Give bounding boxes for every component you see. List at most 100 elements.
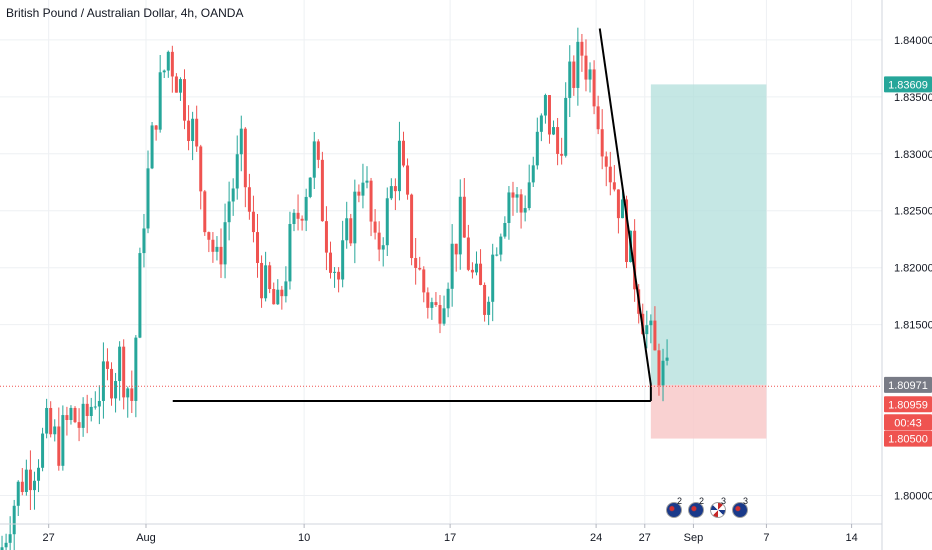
candle-body — [65, 415, 69, 420]
candle-body — [588, 69, 592, 80]
candle-body — [474, 263, 478, 273]
event-badge-uk[interactable]: 3 — [710, 496, 730, 518]
candle-body — [657, 350, 661, 386]
event-badge-au[interactable]: 2 — [688, 496, 708, 518]
entry-price-label — [884, 376, 932, 393]
candle-body — [276, 289, 280, 305]
candle-body — [170, 51, 174, 77]
candle-body — [138, 253, 142, 338]
candle-body — [235, 154, 239, 189]
candle-body — [564, 97, 568, 156]
candle-body — [134, 337, 138, 401]
event-badge-au[interactable]: 3 — [732, 496, 752, 518]
candle-body — [625, 199, 629, 263]
candle-body — [256, 232, 260, 263]
candle-body — [527, 182, 531, 209]
candle-body — [531, 165, 535, 183]
candle-body — [454, 243, 458, 255]
candle-body — [312, 141, 316, 178]
candle-body — [576, 41, 580, 88]
candle-body — [466, 237, 470, 270]
candle-body — [280, 289, 284, 297]
target-zone — [650, 84, 767, 385]
candle-body — [12, 505, 16, 535]
candle-body — [101, 361, 105, 401]
candle-body — [219, 246, 223, 265]
candle-body — [341, 240, 345, 280]
target-price-text: 1.83609 — [888, 79, 928, 91]
candle-body — [353, 191, 357, 244]
candle-body — [414, 258, 418, 268]
y-tick-label: 1.84000 — [894, 35, 932, 47]
candle-body — [446, 288, 450, 309]
candle-body — [385, 198, 389, 246]
candle-body — [199, 146, 203, 192]
x-tick-label: 17 — [444, 532, 456, 544]
candle-body — [300, 218, 304, 221]
candle-body — [616, 189, 620, 219]
candle-body — [130, 388, 134, 401]
candle-body — [324, 221, 328, 253]
candle-body — [365, 180, 369, 183]
candle-body — [77, 422, 81, 428]
y-tick-label: 1.83500 — [894, 92, 932, 104]
candle-body — [608, 166, 612, 183]
candle-body — [389, 186, 393, 199]
candle-body — [600, 129, 604, 157]
candle-body — [503, 222, 507, 237]
candle-body — [8, 534, 12, 543]
candle-body — [122, 346, 126, 398]
candle-body — [69, 407, 73, 420]
candle-body — [596, 106, 600, 130]
y-tick-label: 1.82500 — [894, 206, 932, 218]
candle-body — [150, 125, 154, 169]
candle-body — [511, 192, 515, 198]
candle-body — [231, 188, 235, 202]
candle-body — [393, 186, 397, 192]
y-tick-label: 1.80000 — [894, 491, 932, 503]
candle-body — [32, 480, 36, 491]
candle-body — [20, 481, 24, 493]
current-price-label — [884, 396, 932, 413]
candle-body — [361, 182, 365, 196]
candle-body — [247, 187, 251, 212]
candle-body — [487, 301, 491, 315]
candle-body — [73, 407, 77, 423]
event-badge-au[interactable]: 2 — [666, 496, 686, 518]
candle-body — [592, 69, 596, 107]
candle-body — [328, 252, 332, 273]
candle-body — [296, 212, 300, 219]
candle-body — [251, 211, 255, 233]
candle-body — [547, 95, 551, 135]
candle-body — [450, 243, 454, 289]
candle-body — [349, 218, 353, 244]
x-tick-label: 27 — [639, 532, 651, 544]
candle-body — [81, 403, 85, 428]
candle-body — [227, 201, 231, 223]
candle-body — [154, 125, 158, 130]
candle-body — [272, 289, 276, 305]
candle-body — [333, 271, 337, 273]
candle-body — [93, 406, 97, 408]
au-flag-icon — [666, 502, 682, 518]
candle-body — [308, 177, 312, 197]
candle-body — [45, 407, 49, 434]
candle-body — [515, 194, 519, 198]
candle-body — [357, 191, 361, 196]
candle-body — [4, 542, 8, 548]
candle-body — [288, 224, 292, 282]
candle-body — [633, 230, 637, 290]
event-count: 2 — [699, 496, 705, 506]
candle-body — [158, 72, 162, 130]
candle-body — [458, 196, 462, 255]
economic-events: 2 2 3 3 — [666, 496, 752, 518]
candle-body — [369, 180, 373, 222]
candle-body — [438, 305, 442, 324]
candle-body — [523, 208, 527, 213]
y-tick-label: 1.82000 — [894, 263, 932, 275]
candle-body — [552, 127, 556, 135]
candle-body — [85, 403, 89, 416]
candle-body — [53, 426, 57, 435]
